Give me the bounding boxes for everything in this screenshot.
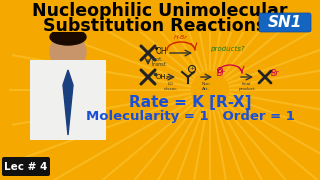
FancyBboxPatch shape xyxy=(2,157,50,176)
Text: Substitution Reactions: Substitution Reactions xyxy=(43,17,267,35)
Text: Br: Br xyxy=(217,69,225,78)
Ellipse shape xyxy=(50,29,86,45)
Text: OH: OH xyxy=(156,46,168,55)
Text: Br: Br xyxy=(271,69,279,78)
Text: Molecularity = 1   Order = 1: Molecularity = 1 Order = 1 xyxy=(85,110,294,123)
Text: Lec # 4: Lec # 4 xyxy=(4,161,48,172)
Polygon shape xyxy=(55,68,68,90)
Text: final
product: final product xyxy=(239,82,255,91)
Text: +: + xyxy=(190,66,194,71)
Text: SN1: SN1 xyxy=(268,15,302,30)
Text: OH₂: OH₂ xyxy=(156,74,170,80)
Text: LG
dissoc.: LG dissoc. xyxy=(164,82,179,91)
FancyBboxPatch shape xyxy=(259,13,311,32)
FancyBboxPatch shape xyxy=(63,52,73,70)
FancyBboxPatch shape xyxy=(0,0,320,32)
Text: Nucleophilic Unimolecular: Nucleophilic Unimolecular xyxy=(32,2,288,20)
FancyBboxPatch shape xyxy=(30,60,106,140)
Polygon shape xyxy=(63,70,73,135)
Text: -: - xyxy=(219,68,221,73)
Text: products?: products? xyxy=(210,46,244,52)
Text: Rate = K [R-X]: Rate = K [R-X] xyxy=(129,95,251,110)
Text: H-Br: H-Br xyxy=(174,35,188,40)
Circle shape xyxy=(50,34,86,70)
Text: prot.
transf.: prot. transf. xyxy=(152,57,168,67)
Polygon shape xyxy=(68,68,81,90)
Text: Nuc.
Att.: Nuc. Att. xyxy=(201,82,211,91)
